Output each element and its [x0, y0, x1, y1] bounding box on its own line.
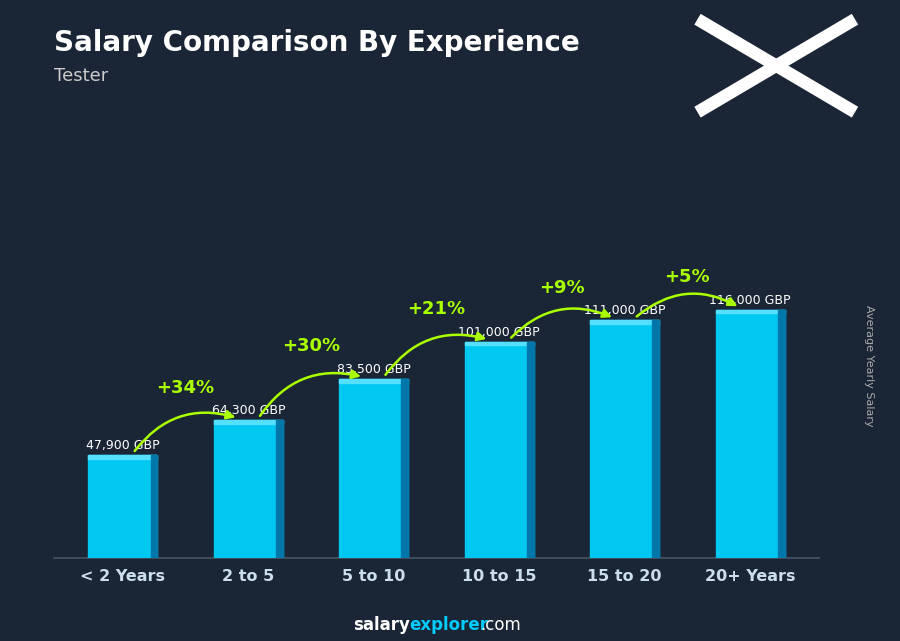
Text: Average Yearly Salary: Average Yearly Salary: [863, 304, 874, 426]
Bar: [214, 420, 283, 424]
Bar: [401, 379, 409, 558]
Text: +5%: +5%: [664, 268, 710, 286]
Text: 47,900 GBP: 47,900 GBP: [86, 439, 160, 453]
Text: Salary Comparison By Experience: Salary Comparison By Experience: [54, 29, 580, 57]
Bar: [464, 342, 534, 558]
Bar: [716, 310, 785, 558]
Bar: [716, 310, 785, 313]
Text: +34%: +34%: [157, 379, 215, 397]
Text: 83,500 GBP: 83,500 GBP: [337, 363, 410, 376]
Bar: [590, 320, 659, 558]
Bar: [590, 320, 659, 324]
Bar: [88, 455, 158, 558]
Text: explorer: explorer: [410, 616, 489, 634]
Bar: [88, 455, 158, 459]
Bar: [526, 342, 534, 558]
Text: 116,000 GBP: 116,000 GBP: [709, 294, 791, 306]
Text: 101,000 GBP: 101,000 GBP: [458, 326, 540, 338]
Text: Tester: Tester: [54, 67, 108, 85]
Bar: [276, 420, 283, 558]
Bar: [778, 310, 785, 558]
Text: 64,300 GBP: 64,300 GBP: [212, 404, 285, 417]
Text: salary: salary: [353, 616, 410, 634]
Text: +21%: +21%: [408, 300, 465, 318]
Bar: [464, 342, 534, 345]
Bar: [339, 379, 409, 383]
Bar: [214, 420, 283, 558]
Text: +30%: +30%: [282, 338, 340, 356]
Bar: [652, 320, 659, 558]
Bar: [150, 455, 158, 558]
Text: +9%: +9%: [539, 279, 585, 297]
Text: .com: .com: [481, 616, 521, 634]
Bar: [339, 379, 409, 558]
Text: 111,000 GBP: 111,000 GBP: [584, 304, 665, 317]
